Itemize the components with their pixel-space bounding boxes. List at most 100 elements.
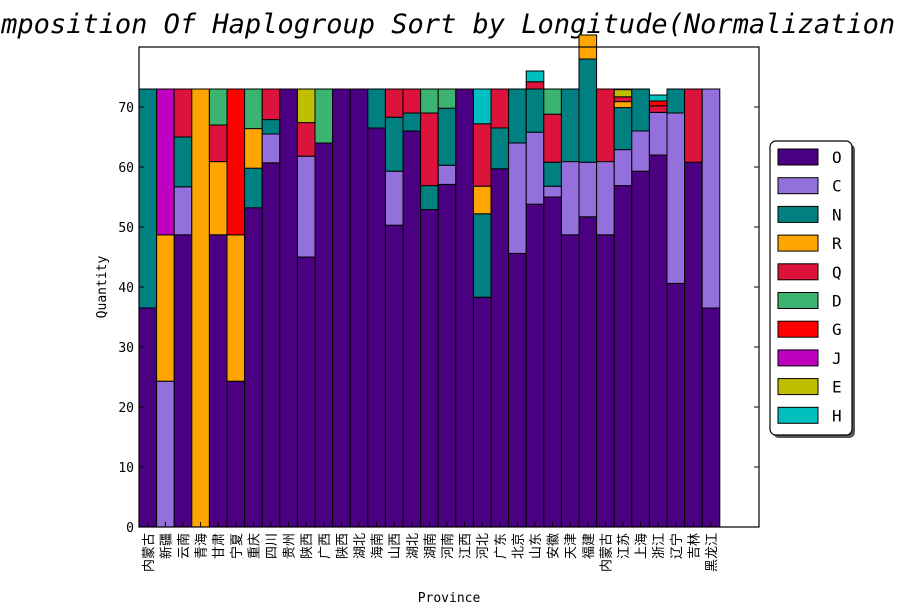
bar-segment <box>613 185 633 528</box>
bar-segment <box>648 105 668 113</box>
bar-segment <box>208 234 228 528</box>
bar-segment <box>578 161 598 218</box>
bar-segment <box>684 161 703 528</box>
bar-segment <box>560 234 580 528</box>
bar-segment <box>402 130 422 528</box>
x-tick-label: 北京 <box>511 533 526 559</box>
bar-segment <box>208 161 228 236</box>
x-tick-label: 上海 <box>635 533 650 559</box>
x-tick-label: 福建 <box>582 533 597 559</box>
bar-segment <box>437 164 457 185</box>
x-tick-label: 河南 <box>440 533 456 559</box>
bar-segment <box>156 88 175 236</box>
bar-segment <box>648 111 668 156</box>
legend-swatch <box>777 320 819 338</box>
bar-segment <box>384 116 404 172</box>
y-tick-label: 0 <box>126 521 134 536</box>
x-tick-label: 安徽 <box>547 533 562 559</box>
bar-segment <box>525 131 545 205</box>
y-axis-label: Quantity <box>95 256 110 319</box>
bar-segment <box>508 88 527 144</box>
y-tick-label: 40 <box>118 281 134 296</box>
bar-segment <box>279 88 298 528</box>
legend-label: D <box>832 292 842 311</box>
bar-segment <box>472 123 492 187</box>
bar-segment <box>455 88 474 528</box>
bar-segment <box>173 136 193 188</box>
bar-segment <box>156 234 175 382</box>
bar-segment <box>508 252 527 528</box>
plot-area <box>138 34 721 528</box>
legend-label: O <box>832 148 842 167</box>
legend-swatch <box>777 263 819 281</box>
x-tick-label: 广西 <box>318 533 333 559</box>
bar-segment <box>525 203 545 528</box>
x-axis-label: Province <box>418 591 481 606</box>
legend-label: G <box>832 320 842 339</box>
y-tick-label: 30 <box>118 341 134 356</box>
x-tick-label: 吉林 <box>687 533 702 559</box>
bar-segment <box>244 128 263 169</box>
bar-segment <box>261 88 281 121</box>
x-tick-label: 云南 <box>176 533 192 559</box>
bar-segment <box>596 161 615 236</box>
bar-segment <box>666 112 686 284</box>
bar-segment <box>472 88 492 125</box>
bar-segment <box>384 170 404 226</box>
bar-segment <box>596 88 615 163</box>
x-tick-label: 甘肃 <box>212 533 227 559</box>
bar-segment <box>173 88 193 138</box>
bar-segment <box>437 88 457 109</box>
x-tick-label: 宁夏 <box>229 533 245 559</box>
y-tick-label: 70 <box>118 101 134 116</box>
x-tick-label: 海南 <box>370 533 386 559</box>
x-tick-label: 山东 <box>529 533 544 559</box>
legend-swatch <box>777 378 819 396</box>
x-axis: 内蒙古 新疆 云南 青海 甘肃 宁夏 重庆 四川 贵州 陕西 广西 陕西 湖北 海南 山西 湖北 湖南 河南 江西河… <box>141 522 720 572</box>
legend-label: H <box>832 406 842 425</box>
bar-segment <box>543 185 562 198</box>
x-tick-label: 青海 <box>195 533 210 559</box>
x-tick-label: 湖北 <box>353 533 368 559</box>
bar-segment <box>666 282 686 528</box>
x-tick-label: 天津 <box>564 533 579 559</box>
legend-swatch <box>777 234 819 252</box>
bar-segment <box>525 70 545 83</box>
legend-label: N <box>832 205 842 224</box>
bar-segment <box>613 88 633 91</box>
bar-segment <box>648 100 668 107</box>
bar-segment <box>543 196 562 528</box>
bar-segment <box>402 88 422 114</box>
legend-label: E <box>832 378 842 397</box>
legend-label: C <box>832 177 842 196</box>
bar-segment <box>296 155 316 258</box>
x-tick-label: 河北 <box>476 533 491 559</box>
bar-segment <box>296 256 316 528</box>
bar-segment <box>156 380 175 528</box>
y-tick-label: 20 <box>118 401 134 416</box>
bar-segment <box>420 209 439 528</box>
x-tick-label: 辽宁 <box>669 533 685 559</box>
legend-swatch <box>777 177 819 195</box>
bar-segment <box>472 296 492 528</box>
legend-label: Q <box>832 263 842 282</box>
x-tick-label: 山西 <box>388 533 403 559</box>
bar-segment <box>578 58 598 163</box>
bar-segment <box>420 88 439 114</box>
bar-segment <box>261 133 281 164</box>
bar-segment <box>296 122 316 157</box>
bar-segment <box>138 88 158 309</box>
bar-segment <box>437 183 457 528</box>
bar-segment <box>226 88 246 236</box>
bar-segment <box>490 127 510 170</box>
bar-segment <box>543 161 562 187</box>
bar-segment <box>613 149 633 187</box>
y-tick-label: 60 <box>118 161 134 176</box>
x-tick-label: 内蒙古 <box>598 533 614 572</box>
x-tick-label: 重庆 <box>246 533 262 559</box>
bar-segment <box>684 88 703 163</box>
bar-segment <box>472 185 492 215</box>
x-tick-label: 江苏 <box>616 533 632 559</box>
x-tick-label: 湖北 <box>406 533 421 559</box>
